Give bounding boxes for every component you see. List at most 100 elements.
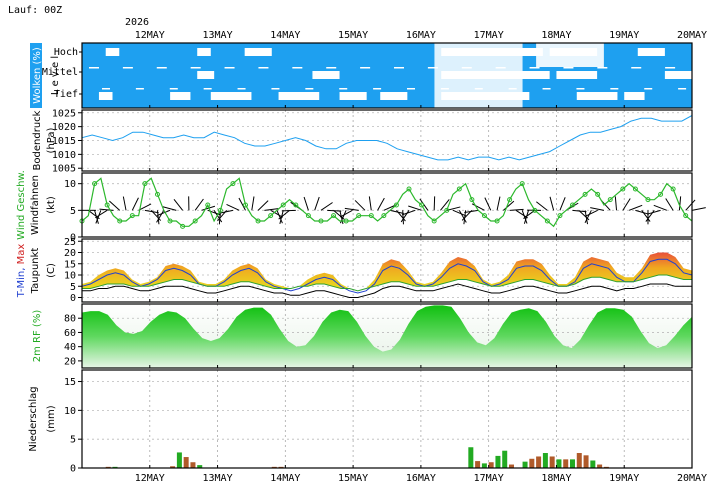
y-tick-label: 1010 xyxy=(52,150,76,161)
y-tick-label: 1005 xyxy=(52,164,76,175)
cloud-streak xyxy=(597,67,608,69)
y-tick-label: 0 xyxy=(70,293,76,304)
wind-barb xyxy=(509,208,524,211)
y-tick-label: 1025 xyxy=(52,108,76,119)
wind-barb xyxy=(665,198,674,211)
wind-speed-point xyxy=(343,218,349,224)
wind-ylabel2: Windfahnen xyxy=(30,175,41,235)
wind-barb xyxy=(678,196,682,211)
wind-barb xyxy=(484,197,492,211)
pressure-ylabel: Bodendruck xyxy=(32,110,43,170)
wind-speed-point xyxy=(331,213,337,219)
wind-barb xyxy=(201,205,216,211)
cloud-streak xyxy=(292,67,303,69)
date-tick-bottom: 12MAY xyxy=(135,473,165,484)
cloud-patch xyxy=(170,92,191,100)
cloud-patch xyxy=(576,92,618,100)
wind-barb xyxy=(536,201,548,211)
pressure-unit: (hPa) xyxy=(46,127,57,153)
wind-speed-line xyxy=(81,177,693,228)
wind-barb xyxy=(173,198,184,211)
cloud-streak xyxy=(631,67,642,69)
precip-bar xyxy=(590,460,596,468)
wind-speed-point xyxy=(544,218,550,224)
date-tick-bottom: 15MAY xyxy=(338,473,368,484)
wind-barb xyxy=(584,210,592,224)
y-tick-label: 5 xyxy=(70,435,76,446)
wind-barb xyxy=(641,210,651,222)
precip-bar xyxy=(176,452,182,468)
wind-speed-point xyxy=(632,186,638,192)
precip-bar xyxy=(597,464,603,468)
cloud-streak xyxy=(135,88,144,90)
cloud-patch xyxy=(210,92,225,100)
temperature-unit: (C) xyxy=(46,263,57,278)
wind-speed-point xyxy=(217,207,223,213)
wind-barb xyxy=(464,209,479,214)
cloud-streak xyxy=(271,88,280,90)
date-tick-bottom: 13MAY xyxy=(203,473,233,484)
precip-bar xyxy=(190,462,196,468)
wind-speed-point xyxy=(595,191,601,197)
wind-speed-point xyxy=(607,197,613,203)
wind-speed-point xyxy=(129,213,135,219)
precip-unit: (mm) xyxy=(46,405,57,432)
cloud-streak xyxy=(394,67,404,69)
precip-bar xyxy=(542,453,548,468)
wind-speed-point xyxy=(142,181,148,187)
wind-speed-point xyxy=(570,202,576,208)
cloud-patch xyxy=(105,48,120,56)
wind-speed-point xyxy=(683,213,689,219)
run-label: Lauf: 00Z xyxy=(8,5,62,16)
cloud-streak xyxy=(427,67,438,69)
wind-speed-point xyxy=(117,218,123,224)
wind-barb xyxy=(138,203,152,211)
wind-barb xyxy=(590,207,605,211)
wind-barb xyxy=(523,210,529,224)
wind-barb xyxy=(400,210,410,223)
precip-bar xyxy=(536,456,542,468)
wind-barb xyxy=(440,199,450,211)
y-tick-label: 15 xyxy=(64,259,76,270)
y-tick-label: 80 xyxy=(64,314,76,325)
wind-barb xyxy=(402,210,404,225)
precip-bar xyxy=(549,456,555,468)
wind-barb xyxy=(377,197,385,211)
precip-bar xyxy=(502,450,508,468)
tmin-label: T-Min, xyxy=(16,268,27,299)
date-tick-top: 17MAY xyxy=(474,30,504,41)
wind-barb xyxy=(584,209,598,217)
wind-barb xyxy=(226,203,240,211)
precip-bar xyxy=(576,453,582,468)
year-label: 2026 xyxy=(125,17,149,28)
wind-barb xyxy=(339,209,353,218)
wind-speed-point xyxy=(431,218,437,224)
y-tick-label: 15 xyxy=(64,377,76,388)
cloud-streak xyxy=(360,67,371,69)
wind-barb xyxy=(339,210,344,225)
cloud-streak xyxy=(169,88,178,90)
cloud-patch xyxy=(244,48,272,56)
precip-bar xyxy=(475,461,481,468)
wind-barb xyxy=(156,210,160,225)
wind-speed-point xyxy=(393,202,399,208)
wind-barb xyxy=(685,199,696,211)
y-tick-label: 1015 xyxy=(52,136,76,147)
wind-barb xyxy=(320,202,333,211)
panel-frame xyxy=(81,238,693,303)
tmin-line xyxy=(81,258,693,294)
wind-barb xyxy=(368,196,372,211)
wind-barb xyxy=(584,210,589,225)
wind-speed-point xyxy=(243,202,249,208)
wind-barb xyxy=(131,197,139,211)
precip-bar xyxy=(468,447,474,468)
level-axis-label: L e v e l xyxy=(50,56,61,95)
wind-speed-point xyxy=(658,191,664,197)
wind-barb xyxy=(95,209,108,219)
wind-speed-point xyxy=(670,186,676,192)
wind-barb xyxy=(314,196,320,211)
cloud-patch xyxy=(556,71,598,79)
wind-barb xyxy=(614,196,618,211)
wind-barb xyxy=(471,203,485,211)
